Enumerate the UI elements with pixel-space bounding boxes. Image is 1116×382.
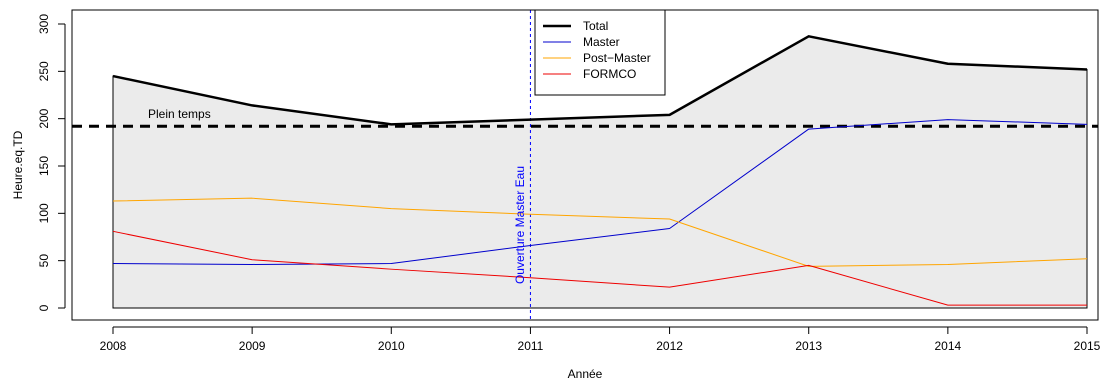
series-line-total <box>112 35 1088 126</box>
y-tick-label-50: 50 <box>37 254 51 268</box>
legend-box <box>534 9 666 96</box>
series-lines <box>112 35 1088 306</box>
x-tick-label-2011: 2011 <box>518 339 544 353</box>
x-tick-label-2008: 2008 <box>100 339 127 353</box>
series-line-formco <box>112 230 1087 306</box>
x-tick-label-2015: 2015 <box>1074 339 1101 353</box>
series-line-post-master <box>112 197 1088 267</box>
series-line-master <box>112 119 1088 265</box>
legend-label-master: Master <box>583 35 620 49</box>
vline-annotation: Ouverture Master Eau <box>513 166 527 284</box>
reference-lines <box>72 10 1098 320</box>
legend-label-formco: FORMCO <box>583 67 636 81</box>
legend-label-post-master: Post−Master <box>583 51 651 65</box>
y-tick-label-300: 300 <box>37 14 51 34</box>
y-axis-title: Heure.eq.TD <box>11 130 25 199</box>
y-tick-label-250: 250 <box>37 61 51 81</box>
x-tick-label-2009: 2009 <box>239 339 266 353</box>
x-tick-label-2010: 2010 <box>378 339 405 353</box>
y-tick-label-0: 0 <box>37 304 51 311</box>
x-tick-label-2014: 2014 <box>935 339 962 353</box>
x-tick-label-2012: 2012 <box>656 339 683 353</box>
x-axis-title: Année <box>568 367 603 381</box>
y-tick-label-100: 100 <box>37 203 51 223</box>
plein-temps-label: Plein temps <box>148 107 211 121</box>
y-axis: 0 50 100 150 200 250 300 <box>37 14 66 311</box>
y-tick-label-150: 150 <box>37 156 51 176</box>
x-tick-label-2013: 2013 <box>795 339 822 353</box>
legend-label-total: Total <box>583 19 608 33</box>
legend: Total Master Post−Master FORMCO <box>534 9 666 96</box>
x-axis: 2008 2009 2010 2011 2012 2013 2014 2015 <box>100 326 1101 353</box>
y-tick-label-200: 200 <box>37 108 51 128</box>
